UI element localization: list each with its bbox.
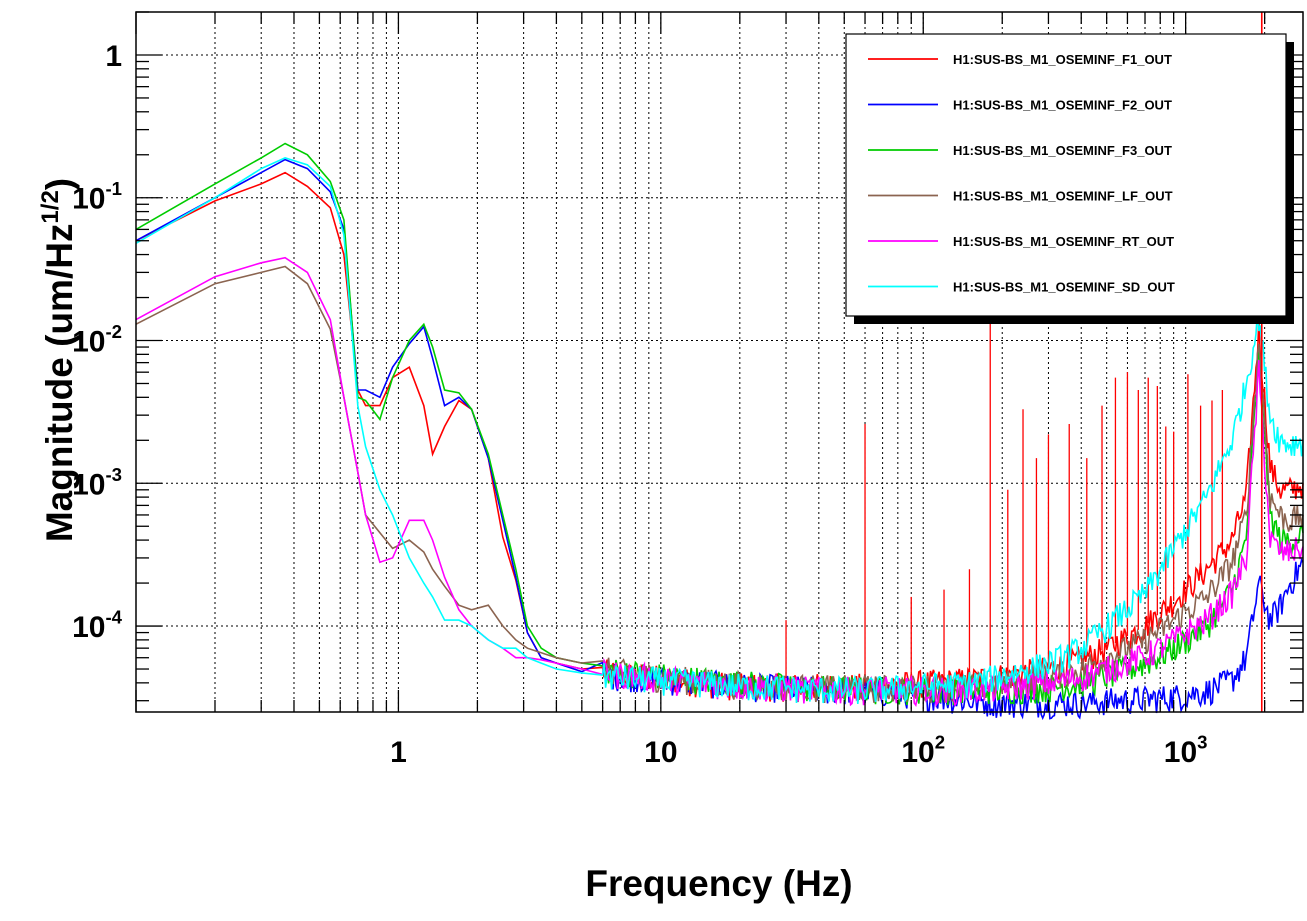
x-axis-title: Frequency (Hz) [585, 863, 852, 904]
x-tick-label: 10 [644, 736, 677, 769]
series-line [135, 157, 1304, 704]
legend-box [845, 33, 1287, 317]
x-tick-label: 103 [1164, 732, 1208, 770]
legend-label: H1:SUS-BS_M1_OSEMINF_SD_OUT [953, 280, 1175, 295]
legend-label: H1:SUS-BS_M1_OSEMINF_F1_OUT [953, 52, 1172, 67]
y-axis-title: Magnitude (um/Hz1/2) [37, 178, 80, 542]
y-tick-label: 1 [105, 40, 122, 73]
legend: H1:SUS-BS_M1_OSEMINF_F1_OUT H1:SUS-BS_M1_… [845, 33, 1294, 324]
y-tick-label: 10-2 [72, 321, 122, 359]
legend-label: H1:SUS-BS_M1_OSEMINF_F2_OUT [953, 98, 1172, 113]
tick-labels: 1 10 102 103 1 10-1 10-2 10-3 10-4 [72, 40, 1207, 769]
legend-label: H1:SUS-BS_M1_OSEMINF_LF_OUT [953, 189, 1173, 204]
series-line [135, 256, 1304, 708]
y-tick-label: 10-3 [72, 464, 122, 502]
series-lines [135, 142, 1304, 721]
legend-label: H1:SUS-BS_M1_OSEMINF_RT_OUT [953, 234, 1174, 249]
legend-label: H1:SUS-BS_M1_OSEMINF_F3_OUT [953, 143, 1172, 158]
x-tick-label: 1 [390, 736, 407, 769]
y-tick-label: 10-4 [72, 607, 123, 645]
x-tick-label: 102 [901, 732, 945, 770]
y-tick-label: 10-1 [72, 178, 122, 216]
